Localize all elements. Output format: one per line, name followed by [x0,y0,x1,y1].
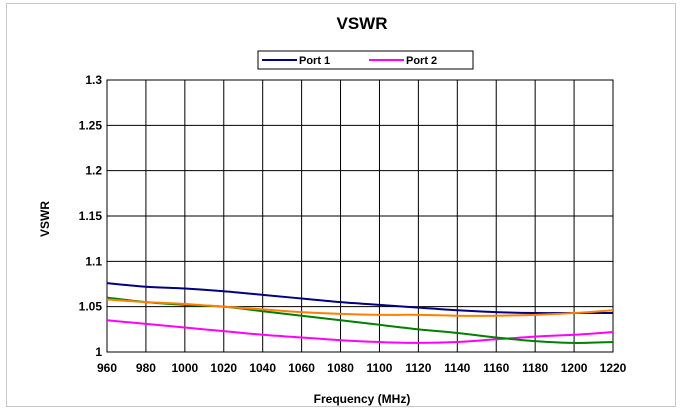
x-tick-label: 1140 [444,361,470,375]
x-tick-label: 1020 [210,361,237,375]
y-tick-label: 1.2 [85,164,102,178]
y-tick-label: 1.3 [85,73,102,87]
x-tick-label: 1160 [483,361,509,375]
series-port-2 [106,319,614,344]
legend-box [257,50,474,70]
y-tick-label: 1.25 [79,118,103,132]
y-tick-label: 1.1 [85,254,102,268]
x-tick-label: 1200 [561,361,588,375]
x-tick-label: 1100 [366,361,392,375]
vswr-chart: VSWR 960 980 1000 1020 1040 1060 1080 1100 1120 1… [38,14,627,406]
x-tick-label: 1060 [288,361,315,375]
x-tick-label: 960 [97,361,117,375]
x-axis-label: Frequency (MHz) [314,392,411,406]
x-tick-label: 980 [136,361,156,375]
y-tick-label: 1 [95,345,102,359]
x-tick-label: 1040 [249,361,276,375]
legend-label-port-1: Port 1 [299,55,330,67]
legend: Port 1 Port 2 [257,50,474,70]
y-tick-label: 1.15 [79,209,103,223]
series-lines [106,282,614,344]
x-tick-label: 1220 [600,361,627,375]
grid [106,79,614,353]
axes: 960 980 1000 1020 1040 1060 1080 1100 1120 1140 11… [79,73,627,375]
y-tick-label: 1.05 [79,300,103,314]
x-tick-label: 1080 [327,361,354,375]
chart-title: VSWR [337,14,388,33]
series-port-1 [106,282,613,315]
legend-label-port-2: Port 2 [406,55,437,67]
y-axis-label: VSWR [38,201,52,237]
series-line-4 [106,298,614,317]
chart-frame: VSWR 960 980 1000 1020 1040 1060 1080 1100 1120 1… [6,3,676,407]
x-tick-label: 1000 [171,361,198,375]
x-tick-label: 1180 [522,361,548,375]
x-tick-label: 1120 [405,361,431,375]
